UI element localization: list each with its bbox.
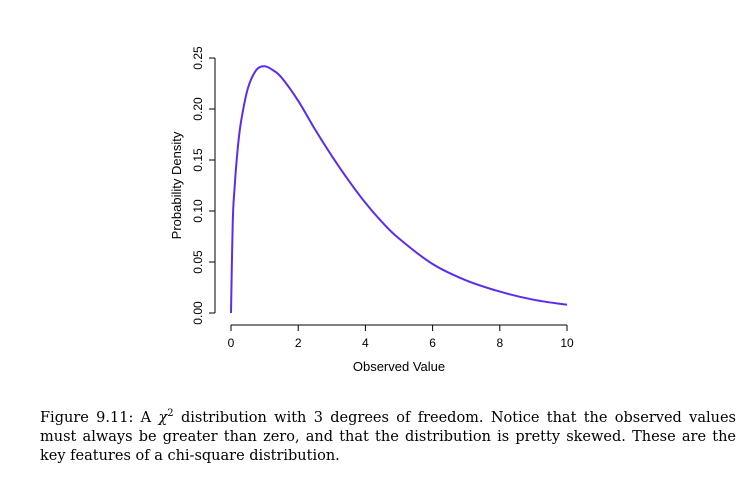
chi-square-chart: 0.00 0.05 0.10 0.15 0.20 0.25 0 2 4 6 8 10 Observe… xyxy=(169,46,574,374)
y-tick-label: 0.10 xyxy=(191,199,205,223)
y-tick-label: 0.20 xyxy=(191,97,205,121)
caption-text-before: A xyxy=(133,409,159,426)
x-tick-label: 2 xyxy=(295,336,302,350)
chi-superscript: 2 xyxy=(167,408,174,419)
x-tick-label: 4 xyxy=(362,336,369,350)
density-curve xyxy=(230,65,568,314)
chi-symbol: χ xyxy=(158,409,168,426)
caption-text-after: distribution with 3 degrees of freedom. … xyxy=(40,409,736,464)
y-tick-label: 0.15 xyxy=(191,148,205,172)
x-tick-label: 0 xyxy=(228,336,235,350)
x-axis-label: Observed Value xyxy=(353,359,445,374)
y-tick-label: 0.05 xyxy=(191,250,205,274)
x-tick-label: 10 xyxy=(560,336,574,350)
y-tick-label: 0.25 xyxy=(191,46,205,70)
x-tick-label: 8 xyxy=(496,336,503,350)
caption-label: Figure 9.11: xyxy=(40,409,134,426)
y-axis: 0.00 0.05 0.10 0.15 0.20 0.25 xyxy=(191,46,216,325)
x-axis: 0 2 4 6 8 10 xyxy=(228,324,574,350)
y-axis-label: Probability Density xyxy=(169,131,184,239)
x-tick-label: 6 xyxy=(429,336,436,350)
figure-caption: Figure 9.11: A χ2 distribution with 3 de… xyxy=(40,404,736,466)
y-tick-label: 0.00 xyxy=(191,301,205,325)
